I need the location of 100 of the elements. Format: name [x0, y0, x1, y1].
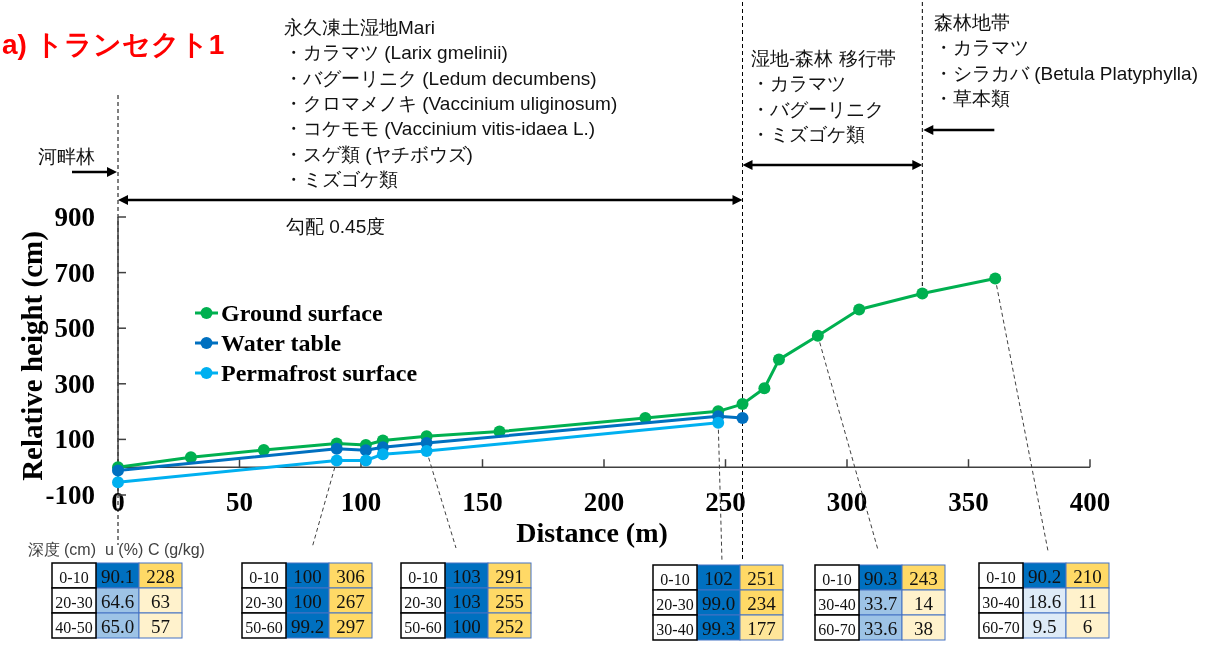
text: ・ミズゴケ類 — [751, 123, 865, 145]
category-label: 20-30 — [656, 595, 694, 612]
data-label: 100 — [452, 616, 481, 637]
category-label: 60-70 — [818, 620, 856, 637]
text: ・コケモモ (Vaccinium vitis-idaea L.) — [284, 117, 596, 139]
y-tick-label: 40-50 — [55, 618, 93, 635]
category-label: 30-40 — [982, 593, 1020, 610]
text: 森林地帯 — [934, 11, 1010, 33]
y-tick-label: 20-30 — [55, 593, 93, 610]
data-label: 11 — [1078, 591, 1097, 612]
data-label: 177 — [747, 618, 776, 639]
y-axis-title: Relative height (cm) — [16, 231, 49, 481]
data-label: 243 — [909, 568, 938, 589]
data-label: 64.6 — [100, 591, 135, 612]
y-tick-label: 900 — [54, 202, 95, 232]
point — [811, 329, 824, 342]
data-label: 57 — [151, 616, 170, 637]
x-tick-label: 100 — [340, 487, 382, 517]
category-label: 50-60 — [245, 618, 283, 635]
data-label: 9.5 — [1032, 616, 1057, 637]
text: ・ミズゴケ類 — [284, 168, 398, 190]
point — [112, 476, 124, 489]
x-tick-label: 300 — [826, 487, 868, 517]
data-label: 99.2 — [290, 616, 325, 637]
data-label: 33.6 — [863, 618, 898, 639]
text: ・カラマツ — [934, 36, 1029, 58]
data-label: 14 — [914, 593, 934, 614]
data-label: 297 — [336, 616, 365, 637]
point — [376, 448, 389, 461]
data-label: 100 — [293, 566, 322, 587]
text: ・バグーリニク (Ledum decumbens) — [284, 67, 597, 89]
y-tick-label: -100 — [45, 480, 95, 510]
x-tick-label: 400 — [1069, 487, 1111, 517]
x-axis-title: Distance (m) — [516, 516, 668, 548]
data-label: 99.0 — [701, 593, 736, 614]
point — [359, 454, 372, 467]
text: ・スゲ類 (ヤチボウズ) — [284, 143, 473, 164]
data-label: 228 — [146, 566, 175, 587]
category-label: 20-30 — [245, 593, 283, 610]
category-label: 0-10 — [660, 570, 690, 587]
point — [420, 445, 433, 458]
data-label: 102 — [704, 568, 733, 589]
data-label: 33.7 — [863, 593, 898, 614]
point — [736, 411, 749, 424]
y-axis-title: 深度 (cm) — [27, 540, 96, 558]
data-label: 100 — [293, 591, 322, 612]
category-label: 0-10 — [822, 570, 852, 587]
text: ・バグーリニク — [751, 98, 884, 120]
data-label: 99.3 — [701, 618, 736, 639]
annotation: 勾配 0.45度 — [286, 215, 386, 237]
text: ・カラマツ (Larix gmelinii) — [284, 41, 508, 63]
data-label: 38 — [914, 618, 933, 639]
text: 河畔林 — [38, 145, 95, 167]
data-label: 90.3 — [863, 568, 898, 589]
point — [330, 454, 343, 467]
text: ・シラカバ (Betula Platyphylla) — [934, 62, 1198, 84]
data-label: 251 — [747, 568, 776, 589]
y-tick-label: 100 — [54, 424, 95, 455]
data-label: 6 — [1082, 616, 1093, 637]
point — [712, 416, 725, 429]
legend-label: Water table — [221, 330, 342, 356]
category-label: 60-70 — [982, 618, 1020, 635]
text: ・草本類 — [934, 87, 1010, 109]
category-label: 0-10 — [249, 568, 279, 585]
x-tick-label: u (%) — [105, 540, 144, 558]
category-label: 20-30 — [404, 593, 442, 610]
x-tick-label: 50 — [226, 487, 253, 517]
text: ・カラマツ — [751, 72, 846, 94]
x-tick-label: 150 — [462, 487, 503, 517]
y-tick-label: 0-10 — [59, 568, 89, 585]
data-label: 103 — [452, 566, 481, 587]
category-label: 0-10 — [408, 568, 438, 585]
point — [257, 443, 270, 456]
legend-label: Ground surface — [221, 300, 383, 326]
data-label: 267 — [336, 591, 365, 612]
data-label: 103 — [452, 591, 481, 612]
category-label: 50-60 — [404, 618, 442, 635]
point — [916, 287, 929, 300]
y-tick-label: 500 — [54, 313, 95, 344]
point — [853, 303, 866, 316]
y-tick-label: 700 — [54, 257, 95, 288]
data-label: 306 — [336, 566, 365, 587]
data-label: 65.0 — [100, 616, 135, 637]
x-tick-label: 350 — [948, 487, 989, 517]
category-label: 0-10 — [986, 568, 1016, 585]
data-label: 210 — [1073, 566, 1102, 587]
data-label: 90.1 — [100, 566, 135, 587]
x-tick-label: 250 — [705, 487, 746, 517]
category-label: 30-40 — [818, 595, 856, 612]
x-tick-label: 0 — [111, 487, 125, 517]
data-label: 255 — [495, 591, 524, 612]
point — [989, 272, 1002, 285]
x-tick-label: 200 — [583, 487, 625, 517]
chart-title: a) トランセクト1 — [2, 28, 225, 60]
data-label: 63 — [151, 591, 170, 612]
text: 湿地-森林 移行帯 — [751, 47, 896, 69]
point — [359, 444, 372, 457]
data-label: 252 — [495, 616, 524, 637]
point — [736, 398, 749, 411]
data-label: 18.6 — [1027, 591, 1062, 612]
